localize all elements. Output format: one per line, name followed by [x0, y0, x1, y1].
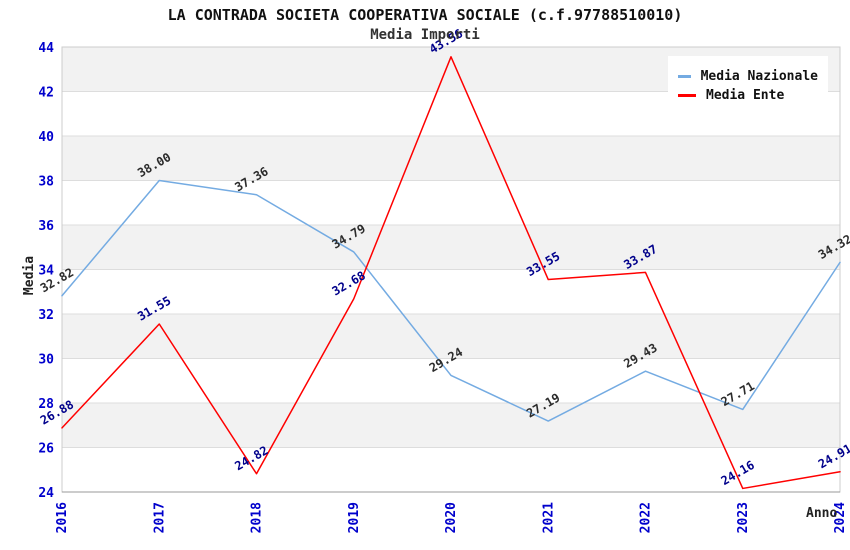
x-tick-label: 2021 — [541, 502, 556, 533]
y-tick-label: 44 — [38, 41, 54, 56]
x-tick-label: 2017 — [152, 502, 167, 533]
y-tick-label: 28 — [38, 397, 54, 412]
legend: Media Nazionale Media Ente — [668, 56, 828, 115]
media-ente-line-swatch-icon — [678, 93, 696, 97]
y-tick-label: 38 — [38, 175, 54, 190]
y-tick-label: 36 — [38, 219, 54, 234]
x-axis-title: Anno — [806, 506, 838, 521]
chart-title: LA CONTRADA SOCIETA COOPERATIVA SOCIALE … — [167, 6, 683, 24]
chart-subtitle: Media Importi — [370, 27, 480, 43]
y-tick-label: 40 — [38, 130, 54, 145]
plot-band — [62, 358, 840, 403]
plot-band — [62, 403, 840, 448]
x-tick-label: 2020 — [444, 502, 459, 533]
plot-band — [62, 225, 840, 270]
y-tick-label: 30 — [38, 353, 54, 368]
legend-item-media-ente: Media Ente — [678, 87, 818, 103]
y-tick-label: 24 — [38, 486, 54, 501]
legend-label-media-nazionale: Media Nazionale — [700, 68, 818, 84]
x-tick-label: 2023 — [736, 502, 751, 533]
y-tick-label: 32 — [38, 308, 54, 323]
y-tick-label: 42 — [38, 86, 54, 101]
x-tick-label: 2016 — [55, 502, 70, 533]
y-tick-label: 26 — [38, 442, 54, 457]
y-axis-title: Media — [22, 255, 38, 296]
series-line-media-ente — [61, 56, 841, 490]
y-tick-label: 34 — [38, 264, 54, 279]
plot-band — [62, 180, 840, 225]
plot-band — [62, 314, 840, 359]
plot-band — [62, 269, 840, 314]
x-tick-label: 2024 — [833, 502, 848, 533]
x-tick-label: 2018 — [250, 502, 265, 533]
legend-label-media-ente: Media Ente — [706, 87, 785, 103]
legend-item-media-nazionale: Media Nazionale — [678, 68, 818, 84]
media-nazionale-line-swatch-icon — [678, 74, 691, 78]
plot-band — [62, 136, 840, 181]
plot-band — [62, 447, 840, 492]
x-tick-label: 2022 — [639, 502, 654, 533]
x-tick-label: 2019 — [347, 502, 362, 533]
series-line-media-nazionale — [61, 179, 841, 422]
